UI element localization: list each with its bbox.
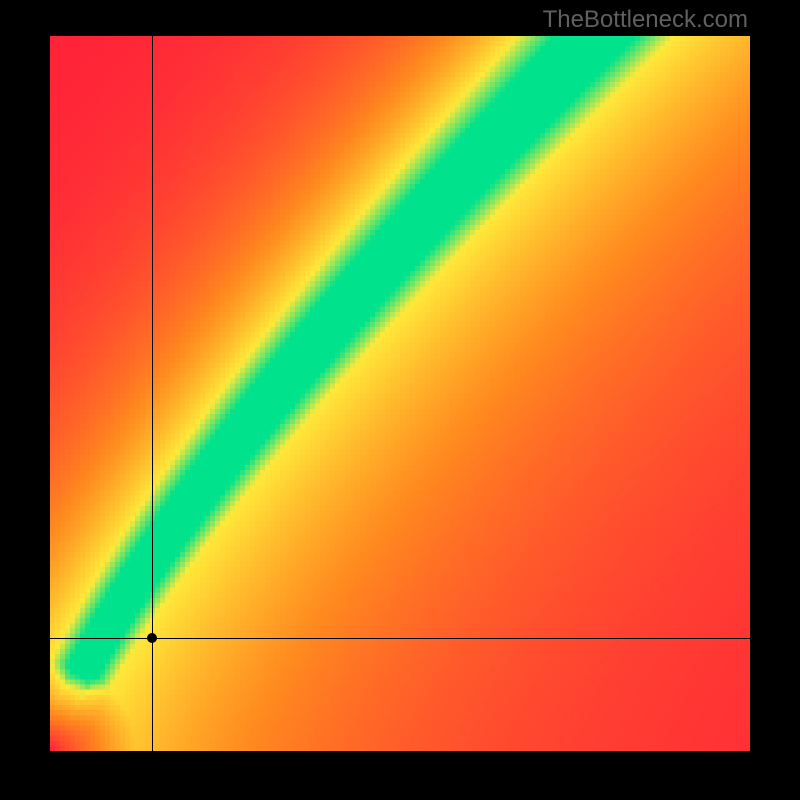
crosshair-marker [147, 633, 157, 643]
attribution-text: TheBottleneck.com [543, 6, 748, 34]
bottleneck-heatmap [50, 36, 750, 751]
crosshair-vertical [152, 36, 153, 751]
plot-area [50, 36, 750, 751]
